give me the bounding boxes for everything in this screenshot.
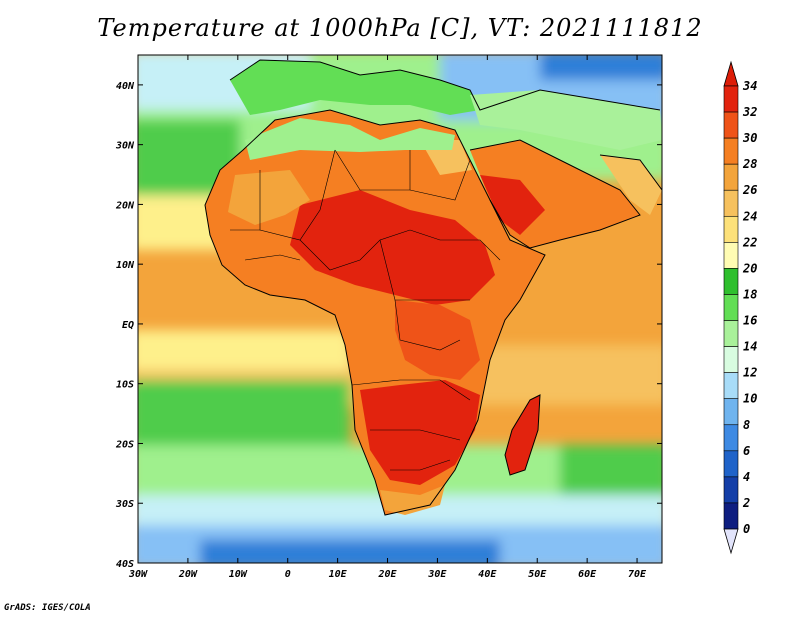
plot-title: Temperature at 1000hPa [C], VT: 20211118…	[97, 14, 703, 42]
lat-tick-label: 40S	[116, 559, 134, 570]
colorbar-label: 32	[742, 105, 757, 119]
lat-tick-label: 40N	[116, 81, 135, 92]
colorbar-label: 26	[742, 183, 757, 197]
colorbar-segment	[723, 268, 739, 295]
lon-tick-label: 10E	[329, 569, 348, 580]
temperature-field	[138, 55, 662, 563]
africa-land	[205, 110, 545, 515]
lat-tick-label: 20N	[115, 200, 135, 211]
colorbar-label: 16	[743, 314, 757, 328]
lon-tick-label: 0	[285, 569, 291, 580]
grads-credit: GrADS: IGES/COLA	[4, 603, 91, 613]
colorbar-segment	[723, 189, 739, 217]
colorbar-label: 8	[743, 418, 750, 432]
colorbar-segment	[723, 137, 739, 165]
colorbar-label: 20	[742, 261, 757, 275]
lon-tick-label: 50E	[528, 569, 547, 580]
lon-tick-label: 10W	[229, 569, 248, 580]
lon-tick-label: 70E	[628, 569, 647, 580]
colorbar-segment	[723, 346, 739, 373]
colorbar-segment	[723, 85, 739, 113]
colorbar-label: 22	[742, 235, 757, 249]
colorbar-label: 30	[742, 131, 757, 145]
colorbar-label: 10	[743, 392, 757, 406]
colorbar-segment	[723, 242, 739, 269]
coastlines	[204, 59, 662, 516]
colorbar-segment	[723, 294, 739, 321]
colorbar-label: 0	[743, 522, 750, 536]
colorbar-segment	[723, 450, 739, 478]
country-borders	[230, 149, 501, 471]
lon-tick-label: 20W	[178, 569, 198, 580]
lat-tick-label: 20S	[115, 439, 134, 450]
lat-tick-label: 10N	[116, 260, 135, 271]
colorbar-segment	[723, 320, 739, 347]
colorbar-label: 34	[742, 79, 757, 93]
colorbar-segment	[723, 424, 739, 452]
colorbar-segment	[723, 502, 739, 530]
colorbar-segment	[723, 476, 739, 504]
lat-tick-label: 10S	[116, 380, 134, 391]
colorbar-segment	[723, 163, 739, 191]
map-frame	[137, 54, 663, 564]
colorbar-segment	[723, 372, 739, 400]
colorbar-segment	[723, 398, 739, 426]
colorbar-label: 12	[743, 366, 757, 380]
longitude-axis: 30W 20W 10W 0 10E 20E 30E 40E 50E 60E 70E	[128, 55, 647, 580]
europe-land	[230, 60, 480, 115]
madagascar-land	[505, 395, 540, 475]
lon-tick-label: 60E	[578, 569, 597, 580]
lat-tick-label: 30S	[115, 499, 134, 510]
colorbar-label: 6	[743, 444, 750, 458]
lat-tick-label: EQ	[122, 320, 134, 331]
colorbar-under-arrow	[723, 528, 739, 555]
colorbar-label: 2	[742, 496, 750, 510]
colorbar-over-arrow	[723, 60, 739, 87]
lon-tick-label: 30E	[427, 569, 447, 580]
colorbar-label: 18	[743, 287, 757, 301]
colorbar-label: 14	[743, 340, 757, 354]
lon-tick-label: 40E	[478, 569, 497, 580]
lon-tick-label: 20E	[377, 569, 397, 580]
latitude-axis: 40N 30N 20N 10N EQ 10S 20S 30S 40S	[115, 81, 662, 570]
colorbar-label: 24	[742, 209, 757, 223]
colorbar-segment	[723, 215, 739, 243]
lon-tick-label: 30W	[128, 569, 148, 580]
lat-tick-label: 30N	[115, 141, 135, 152]
colorbar-segment	[723, 111, 739, 139]
colorbar-label: 4	[743, 470, 750, 484]
colorbar-label: 28	[742, 157, 757, 171]
